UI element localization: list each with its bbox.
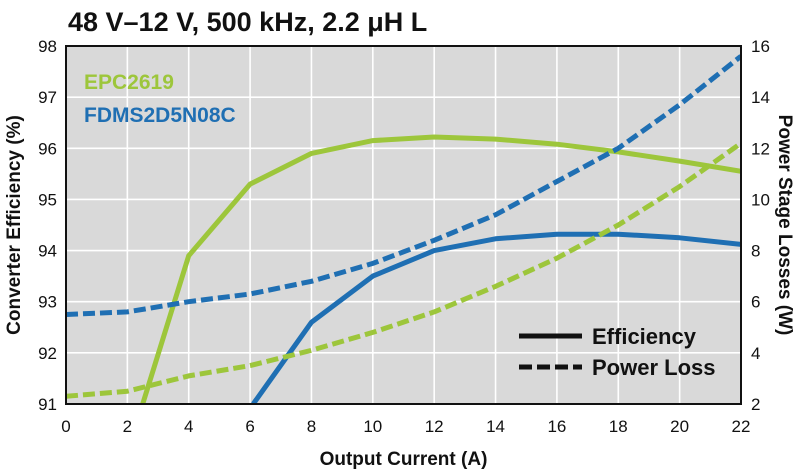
left-tick-label: 92	[38, 344, 57, 363]
legend-label-solid: Efficiency	[592, 324, 697, 349]
left-tick-label: 96	[38, 139, 57, 158]
x-tick-label: 14	[486, 417, 505, 436]
left-axis-title: Converter Efficiency (%)	[4, 115, 25, 335]
x-tick-label: 20	[670, 417, 689, 436]
device-legend: EPC2619 FDMS2D5N08C	[84, 71, 236, 127]
right-tick-label: 12	[751, 139, 770, 158]
plot-background	[66, 46, 741, 404]
left-axis-ticks: 91 92 93 94 95 96 97 98	[38, 37, 57, 414]
plot-frame	[65, 45, 742, 405]
x-tick-label: 18	[609, 417, 628, 436]
left-tick-label: 93	[38, 293, 57, 312]
left-tick-label: 91	[38, 395, 57, 414]
x-tick-label: 4	[184, 417, 193, 436]
x-tick-label: 8	[307, 417, 316, 436]
x-tick-label: 6	[245, 417, 254, 436]
legend-label-dashed: Power Loss	[592, 355, 715, 380]
x-tick-label: 12	[425, 417, 444, 436]
x-tick-label: 16	[547, 417, 566, 436]
left-tick-label: 98	[38, 37, 57, 56]
fdms2d5n08c-efficiency-line	[251, 231, 741, 404]
x-axis-title: Output Current (A)	[320, 449, 488, 470]
x-tick-label: 10	[363, 417, 382, 436]
right-axis-title: Power Stage Losses (W)	[774, 115, 795, 336]
right-tick-label: 10	[751, 190, 770, 209]
legend-entry-device: FDMS2D5N08C	[84, 104, 236, 127]
right-tick-label: 8	[751, 242, 760, 261]
x-tick-label: 2	[123, 417, 132, 436]
chart-title: 48 V–12 V, 500 kHz, 2.2 μH L	[68, 7, 427, 37]
epc2619-power-loss-line	[66, 141, 741, 399]
right-tick-label: 4	[751, 344, 760, 363]
epc2619-efficiency-line	[140, 134, 741, 404]
series-layer	[66, 54, 741, 404]
right-tick-label: 14	[751, 88, 770, 107]
right-tick-label: 2	[751, 395, 760, 414]
style-legend: Efficiency Power Loss	[519, 324, 715, 380]
fdms2d5n08c-power-loss-line	[66, 54, 741, 317]
x-tick-label: 22	[732, 417, 751, 436]
left-tick-label: 95	[38, 190, 57, 209]
left-tick-label: 94	[38, 242, 57, 261]
x-tick-label: 0	[61, 417, 70, 436]
right-tick-label: 6	[751, 293, 760, 312]
right-tick-label: 16	[751, 37, 770, 56]
right-axis-ticks: 2 4 6 8 10 12 14 16	[751, 37, 770, 414]
left-tick-label: 97	[38, 88, 57, 107]
x-axis-ticks: 0 2 4 6 8 10 12 14 16 18 20 22	[61, 417, 750, 436]
legend-entry-device: EPC2619	[84, 71, 174, 94]
